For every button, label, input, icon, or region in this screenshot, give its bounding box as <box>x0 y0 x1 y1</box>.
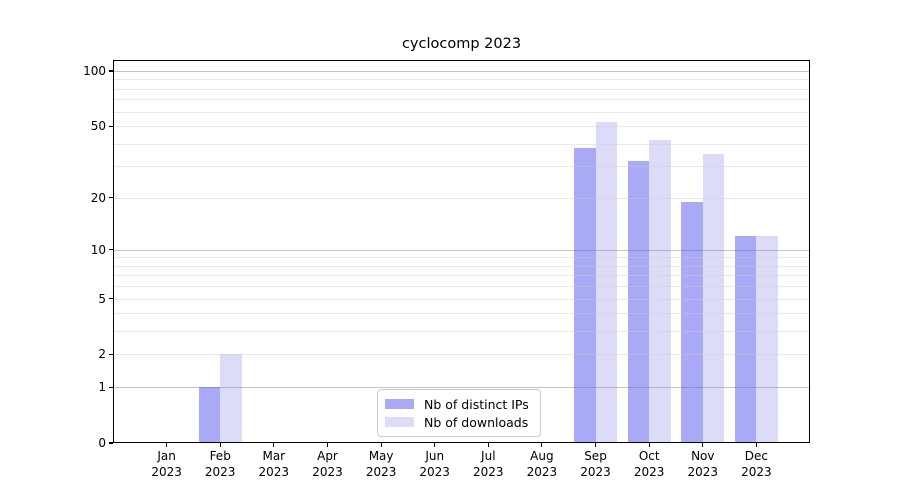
x-tick-label: Jan 2023 <box>151 449 182 479</box>
legend-label-distinct-ips: Nb of distinct IPs <box>424 396 529 412</box>
bar-nb-of-distinct-ips-dec-2023 <box>734 236 757 443</box>
bar-nb-of-downloads-dec-2023 <box>756 236 778 443</box>
x-tick-mark <box>487 443 489 447</box>
gridline-minor <box>113 265 810 267</box>
y-tick-mark <box>109 197 113 199</box>
x-tick-mark <box>755 443 757 447</box>
x-tick-mark <box>434 443 436 447</box>
bar-nb-of-downloads-feb-2023 <box>220 354 242 443</box>
gridline-minor <box>113 331 810 333</box>
bar-nb-of-downloads-sep-2023 <box>595 121 617 443</box>
y-tick-mark <box>109 249 113 251</box>
x-tick-label: Aug 2023 <box>526 449 558 479</box>
gridline-major <box>113 387 810 389</box>
x-tick-mark <box>594 443 597 447</box>
bar-nb-of-downloads-nov-2023 <box>702 154 725 443</box>
gridline-major <box>113 249 810 251</box>
gridline-minor <box>113 79 810 81</box>
legend-item-distinct-ips: Nb of distinct IPs <box>385 396 529 412</box>
x-tick-mark <box>273 443 275 447</box>
chart-title: cyclocomp 2023 <box>401 36 522 52</box>
y-tick-mark <box>109 125 113 127</box>
x-tick-mark <box>166 443 168 447</box>
x-tick-label: Apr 2023 <box>312 449 343 479</box>
x-tick-mark <box>219 443 221 447</box>
x-tick-mark <box>541 443 543 447</box>
gridline-minor <box>113 286 810 288</box>
y-tick-mark <box>109 386 113 388</box>
gridline-minor <box>113 257 810 259</box>
gridline-major <box>113 71 810 72</box>
gridline-minor <box>113 354 810 356</box>
bar-nb-of-distinct-ips-nov-2023 <box>681 201 703 443</box>
gridline-minor <box>113 143 810 145</box>
x-tick-label: Mar 2023 <box>258 449 290 479</box>
x-tick-label: Feb 2023 <box>204 449 236 479</box>
x-tick-label: Jun 2023 <box>419 449 450 479</box>
x-tick-mark <box>702 443 704 447</box>
gridline-minor <box>113 298 810 300</box>
gridline-minor <box>113 111 810 113</box>
y-tick-label: 10 <box>90 242 106 257</box>
y-tick-mark <box>109 70 113 72</box>
x-tick-label: May 2023 <box>365 449 397 479</box>
y-tick-label: 50 <box>90 119 106 134</box>
legend-swatch-downloads <box>385 417 414 427</box>
y-tick-label: 5 <box>98 291 106 306</box>
y-tick-mark <box>109 298 113 300</box>
x-tick-mark <box>380 443 382 447</box>
gridline-minor <box>113 126 810 128</box>
x-tick-mark <box>648 443 650 447</box>
gridline-minor <box>113 197 810 199</box>
legend-item-downloads: Nb of downloads <box>385 414 529 430</box>
gridline-minor <box>113 88 810 90</box>
y-tick-mark <box>109 353 113 355</box>
x-tick-label: Jul 2023 <box>473 449 504 479</box>
x-tick-label: Oct 2023 <box>633 449 665 479</box>
gridline-minor <box>113 166 810 168</box>
bar-nb-of-distinct-ips-oct-2023 <box>627 161 650 443</box>
y-tick-label: 100 <box>83 64 106 78</box>
bar-nb-of-downloads-oct-2023 <box>649 139 671 443</box>
legend-label-downloads: Nb of downloads <box>424 414 529 430</box>
y-tick-label: 1 <box>98 380 106 395</box>
gridline-minor <box>113 313 810 315</box>
y-tick-label: 2 <box>98 347 106 362</box>
x-tick-mark <box>326 443 329 447</box>
legend: Nb of distinct IPs Nb of downloads <box>377 389 541 437</box>
gridline-minor <box>113 99 810 101</box>
y-tick-mark <box>109 442 113 444</box>
bar-nb-of-distinct-ips-feb-2023 <box>198 387 221 443</box>
bar-nb-of-distinct-ips-sep-2023 <box>574 147 596 443</box>
x-tick-label: Dec 2023 <box>741 449 772 479</box>
legend-swatch-distinct-ips <box>385 399 414 409</box>
y-tick-label: 20 <box>90 190 106 205</box>
gridline-minor <box>113 275 810 277</box>
x-tick-label: Sep 2023 <box>580 449 611 479</box>
x-tick-label: Nov 2023 <box>687 449 719 479</box>
y-tick-label: 0 <box>98 436 106 450</box>
